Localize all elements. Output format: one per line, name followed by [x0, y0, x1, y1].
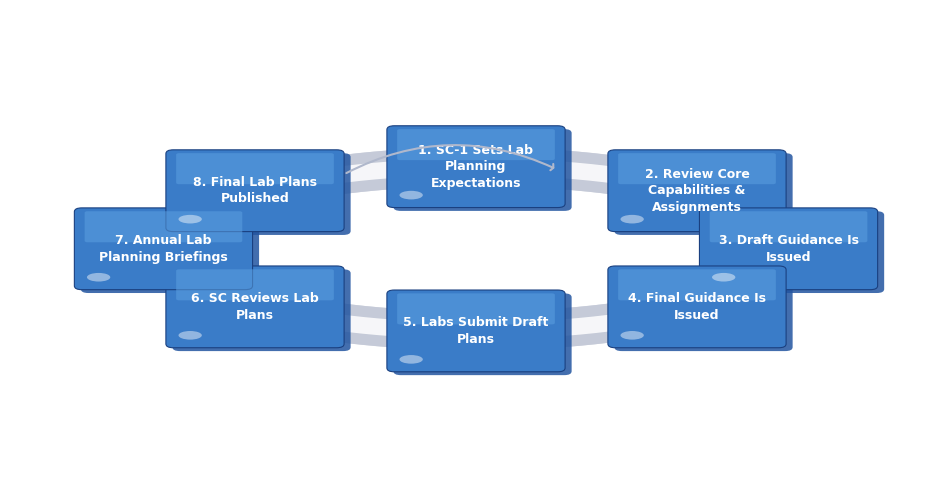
FancyBboxPatch shape: [81, 211, 259, 293]
Text: 6. SC Reviews Lab
Plans: 6. SC Reviews Lab Plans: [191, 292, 319, 322]
FancyBboxPatch shape: [393, 293, 571, 375]
FancyBboxPatch shape: [397, 293, 555, 325]
Ellipse shape: [400, 355, 423, 364]
FancyBboxPatch shape: [614, 153, 793, 235]
Ellipse shape: [87, 273, 110, 282]
Ellipse shape: [400, 191, 423, 200]
FancyBboxPatch shape: [85, 211, 243, 242]
FancyBboxPatch shape: [618, 153, 776, 184]
Ellipse shape: [178, 215, 202, 224]
FancyBboxPatch shape: [709, 211, 867, 242]
FancyBboxPatch shape: [387, 126, 565, 207]
FancyBboxPatch shape: [172, 153, 350, 235]
Ellipse shape: [621, 331, 644, 340]
Ellipse shape: [621, 215, 644, 224]
FancyBboxPatch shape: [74, 208, 252, 290]
FancyBboxPatch shape: [706, 211, 884, 293]
FancyBboxPatch shape: [176, 153, 334, 184]
Ellipse shape: [712, 273, 735, 282]
FancyBboxPatch shape: [700, 208, 878, 290]
FancyBboxPatch shape: [172, 269, 350, 351]
Text: 4. Final Guidance Is
Issued: 4. Final Guidance Is Issued: [628, 292, 766, 322]
FancyBboxPatch shape: [393, 129, 571, 211]
Text: 2. Review Core
Capabilities &
Assignments: 2. Review Core Capabilities & Assignment…: [645, 168, 749, 214]
Text: 5. Labs Submit Draft
Plans: 5. Labs Submit Draft Plans: [404, 316, 548, 346]
FancyBboxPatch shape: [176, 269, 334, 300]
FancyBboxPatch shape: [608, 266, 786, 348]
FancyBboxPatch shape: [608, 150, 786, 232]
FancyBboxPatch shape: [166, 266, 344, 348]
Text: 8. Final Lab Plans
Published: 8. Final Lab Plans Published: [193, 176, 317, 205]
Text: 7. Annual Lab
Planning Briefings: 7. Annual Lab Planning Briefings: [99, 234, 228, 264]
FancyBboxPatch shape: [397, 129, 555, 160]
FancyBboxPatch shape: [166, 150, 344, 232]
Ellipse shape: [178, 331, 202, 340]
FancyBboxPatch shape: [618, 269, 776, 300]
FancyBboxPatch shape: [387, 290, 565, 372]
FancyBboxPatch shape: [614, 269, 793, 351]
Text: 1. SC-1 Sets Lab
Planning
Expectations: 1. SC-1 Sets Lab Planning Expectations: [419, 143, 533, 190]
Text: 3. Draft Guidance Is
Issued: 3. Draft Guidance Is Issued: [719, 234, 859, 264]
